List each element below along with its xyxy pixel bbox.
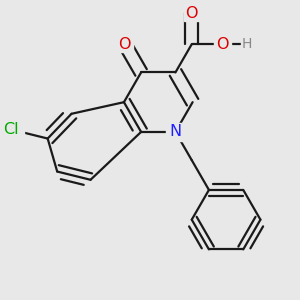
Text: O: O bbox=[118, 37, 131, 52]
Text: Cl: Cl bbox=[3, 122, 19, 137]
Text: O: O bbox=[185, 6, 198, 21]
Text: H: H bbox=[242, 37, 252, 51]
Text: O: O bbox=[216, 37, 229, 52]
Bar bbox=[117, 36, 133, 52]
Bar bbox=[241, 37, 253, 52]
Bar bbox=[214, 36, 231, 52]
Bar bbox=[0, 121, 24, 138]
Bar bbox=[184, 5, 200, 22]
Bar bbox=[167, 123, 184, 141]
Text: N: N bbox=[169, 124, 181, 140]
